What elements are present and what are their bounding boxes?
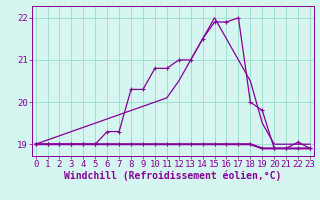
X-axis label: Windchill (Refroidissement éolien,°C): Windchill (Refroidissement éolien,°C): [64, 171, 282, 181]
